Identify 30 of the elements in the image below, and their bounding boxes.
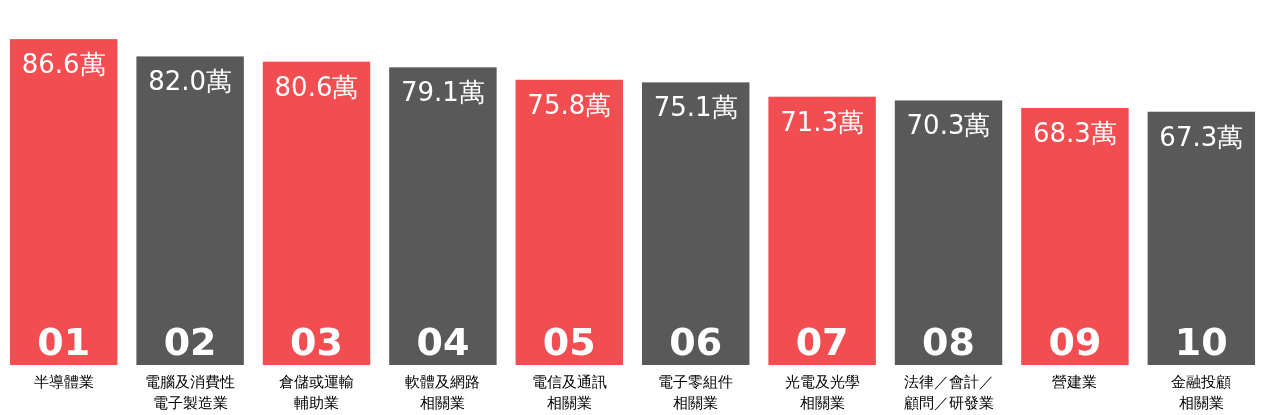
data-label: 68.3萬 <box>1032 117 1117 148</box>
data-label: 80.6萬 <box>274 71 359 102</box>
annotation: 08 <box>922 320 975 364</box>
data-label: 75.1萬 <box>653 92 738 123</box>
x-tick-label: 法律／會計／顧問／研發業 <box>903 373 994 412</box>
x-tick-label: 軟體及網路相關業 <box>405 373 481 412</box>
annotation: 05 <box>542 320 596 364</box>
annotation: 06 <box>669 320 723 364</box>
x-tick-label: 電信及通訊相關業 <box>531 373 607 412</box>
annotation: 04 <box>416 320 470 364</box>
annotation: 10 <box>1174 320 1228 364</box>
annotation: 02 <box>163 320 217 364</box>
data-label: 75.8萬 <box>527 89 612 120</box>
x-tick-label: 電子零組件相關業 <box>658 373 734 412</box>
x-tick-label: 倉儲或運輸輔助業 <box>279 373 355 412</box>
x-tick-label: 半導體業 <box>33 373 94 391</box>
data-label: 67.3萬 <box>1159 121 1244 152</box>
x-tick-label: 金融投顧相關業 <box>1171 373 1232 412</box>
data-label: 70.3萬 <box>906 110 991 141</box>
data-label: 82.0萬 <box>148 66 233 97</box>
annotation: 03 <box>290 320 343 364</box>
x-tick-label: 電腦及消費性電子製造業 <box>145 373 236 412</box>
annotation: 07 <box>795 320 849 364</box>
annotation: 01 <box>37 320 91 364</box>
x-tick-label: 光電及光學相關業 <box>784 373 860 412</box>
data-label: 71.3萬 <box>780 106 865 137</box>
data-label: 86.6萬 <box>21 49 106 80</box>
x-tick-label: 營建業 <box>1052 373 1098 391</box>
annotation: 09 <box>1048 320 1102 364</box>
data-label: 79.1萬 <box>400 77 485 108</box>
